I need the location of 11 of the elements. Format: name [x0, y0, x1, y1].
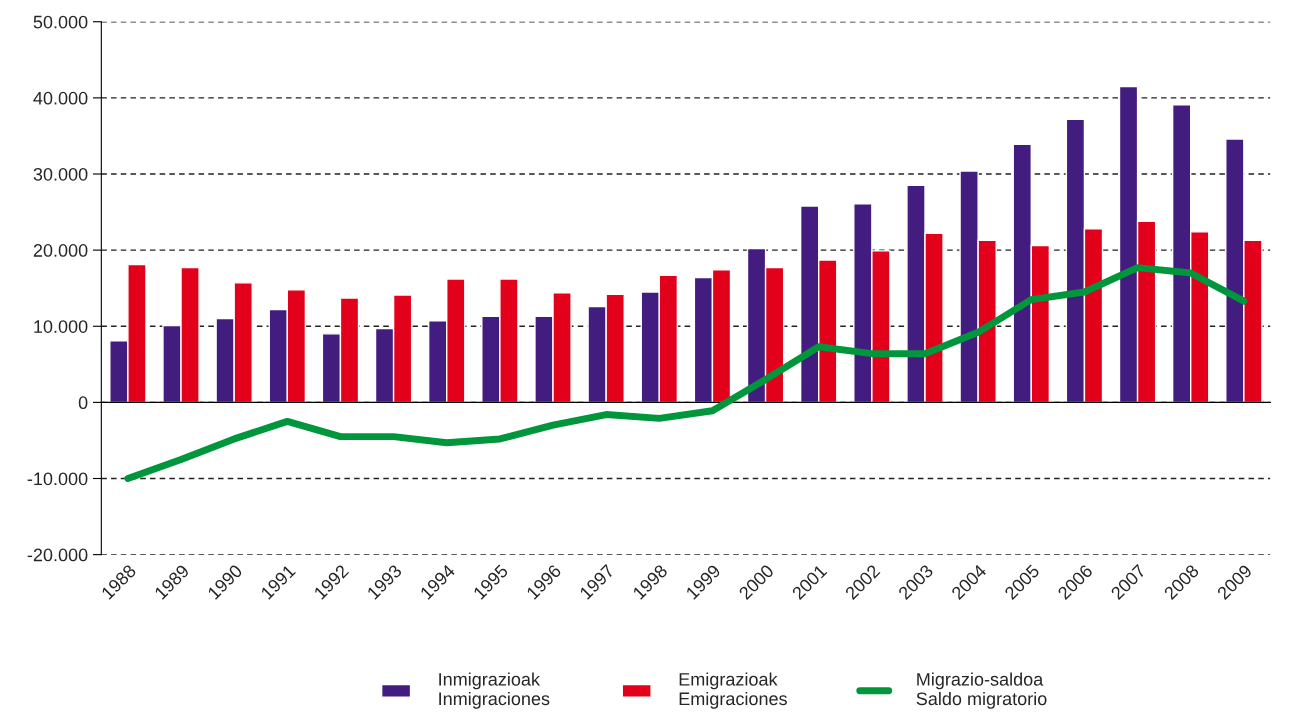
y-tick-label: -20.000 [27, 548, 88, 562]
y-tick-label: 20.000 [33, 244, 88, 257]
y-tick-label: 0 [78, 396, 88, 410]
legend-label: Migrazio-saldoa Saldo migratorio [916, 672, 1047, 709]
y-tick-label: -10.000 [27, 472, 88, 486]
y-tick-label: 50.000 [33, 15, 88, 29]
y-tick-label: 40.000 [33, 91, 88, 105]
y-tick-label: 30.000 [33, 167, 88, 181]
y-tick-label: 10.000 [34, 320, 88, 333]
legend-label: Emigrazioak Emigraciones [679, 672, 787, 709]
legend-label: Inmigrazioak Inmigraciones [439, 672, 550, 709]
